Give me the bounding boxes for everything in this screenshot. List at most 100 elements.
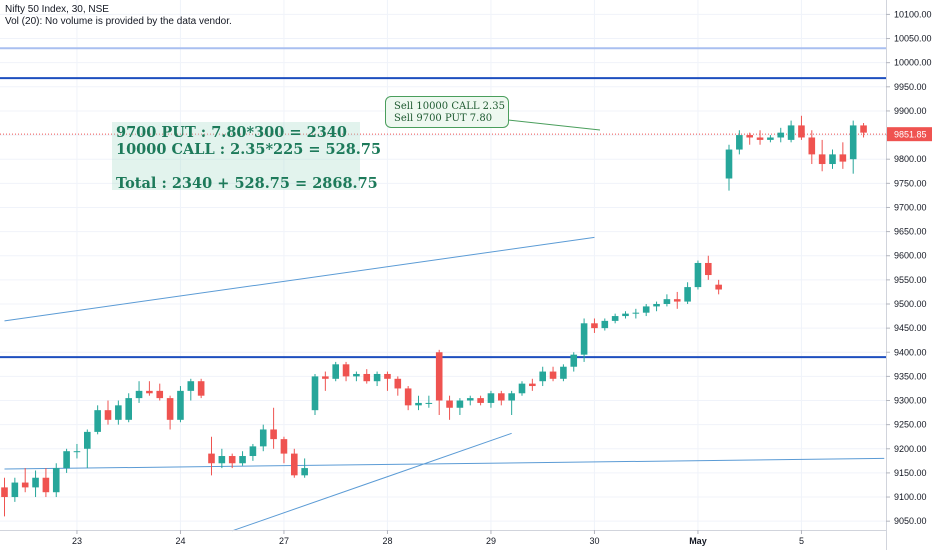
candle-body[interactable] bbox=[301, 468, 308, 476]
candle-body[interactable] bbox=[715, 284, 722, 290]
candle-body[interactable] bbox=[549, 371, 557, 379]
candle-body[interactable] bbox=[373, 373, 381, 382]
candle-body[interactable] bbox=[353, 373, 360, 377]
y-tick-label: 9300.00 bbox=[894, 396, 927, 406]
trend-line[interactable] bbox=[232, 432, 512, 532]
y-tick-label: 10050.00 bbox=[894, 34, 932, 44]
candle-body[interactable] bbox=[11, 482, 19, 498]
candle-body[interactable] bbox=[798, 125, 805, 138]
candle-body[interactable] bbox=[849, 125, 857, 160]
candle-body[interactable] bbox=[642, 306, 650, 313]
candle-body[interactable] bbox=[839, 154, 847, 162]
candle-body[interactable] bbox=[705, 262, 712, 276]
candle-body[interactable] bbox=[498, 393, 505, 401]
candle-body[interactable] bbox=[653, 303, 660, 307]
candle-body[interactable] bbox=[84, 431, 91, 449]
candle-body[interactable] bbox=[228, 456, 236, 464]
candle-body[interactable] bbox=[591, 323, 598, 329]
trade-callout[interactable]: Sell 10000 CALL 2.35 Sell 9700 PUT 7.80 bbox=[385, 96, 509, 128]
candle-body[interactable] bbox=[694, 262, 702, 288]
candle-body[interactable] bbox=[601, 320, 609, 329]
candle-body[interactable] bbox=[777, 132, 785, 138]
candle-body[interactable] bbox=[166, 398, 174, 420]
candle-body[interactable] bbox=[560, 366, 567, 379]
candle-body[interactable] bbox=[673, 299, 681, 302]
candle-body[interactable] bbox=[860, 125, 867, 133]
candle-body[interactable] bbox=[539, 371, 546, 382]
candle-body[interactable] bbox=[94, 410, 101, 432]
candle-body[interactable] bbox=[249, 446, 257, 457]
candle-body[interactable] bbox=[725, 149, 733, 179]
candle-body[interactable] bbox=[363, 373, 371, 382]
candle-body[interactable] bbox=[487, 393, 495, 403]
candle-body[interactable] bbox=[239, 456, 246, 464]
candle-body[interactable] bbox=[342, 364, 350, 377]
candle-body[interactable] bbox=[477, 398, 484, 403]
candle-body[interactable] bbox=[808, 137, 816, 155]
trend-line[interactable] bbox=[4, 457, 885, 470]
candle-body[interactable] bbox=[384, 373, 391, 379]
y-tick-label: 9450.00 bbox=[894, 323, 927, 333]
candle-body[interactable] bbox=[829, 154, 836, 165]
chart-title: Nifty 50 Index, 30, NSE bbox=[5, 4, 109, 15]
candle-body[interactable] bbox=[663, 299, 671, 304]
candle-body[interactable] bbox=[146, 390, 153, 394]
candle-body[interactable] bbox=[518, 383, 526, 394]
candle-body[interactable] bbox=[736, 135, 743, 150]
candle-body[interactable] bbox=[177, 390, 184, 420]
candle-body[interactable] bbox=[63, 451, 70, 469]
candle-body[interactable] bbox=[425, 402, 433, 404]
candle-body[interactable] bbox=[311, 376, 319, 411]
candle-body[interactable] bbox=[270, 429, 277, 440]
candle-body[interactable] bbox=[446, 400, 453, 408]
candle-body[interactable] bbox=[756, 137, 764, 140]
premium-calculation-note[interactable]: 9700 PUT : 7.80*300 = 2340 10000 CALL : … bbox=[112, 122, 381, 192]
candle-body[interactable] bbox=[42, 477, 50, 493]
candle-body[interactable] bbox=[52, 468, 60, 493]
volume-note: Vol (20): No volume is provided by the d… bbox=[5, 16, 232, 27]
candle-body[interactable] bbox=[611, 316, 619, 321]
candle-body[interactable] bbox=[435, 352, 443, 401]
candle-body[interactable] bbox=[32, 477, 39, 488]
candle-body[interactable] bbox=[394, 378, 402, 389]
candle-body[interactable] bbox=[1, 487, 8, 498]
candle-body[interactable] bbox=[332, 364, 339, 379]
candle-body[interactable] bbox=[208, 453, 215, 464]
trend-line[interactable] bbox=[4, 236, 595, 322]
candle-body[interactable] bbox=[73, 451, 81, 453]
candle-body[interactable] bbox=[218, 456, 226, 464]
candle-body[interactable] bbox=[415, 402, 422, 406]
candle-body[interactable] bbox=[632, 312, 640, 314]
candle-body[interactable] bbox=[508, 393, 515, 401]
candle-body[interactable] bbox=[684, 287, 691, 302]
candle-body[interactable] bbox=[156, 390, 164, 399]
candle-body[interactable] bbox=[21, 482, 29, 488]
candle-body[interactable] bbox=[580, 323, 588, 355]
candle-body[interactable] bbox=[529, 383, 536, 387]
candle-body[interactable] bbox=[767, 137, 774, 140]
candle-body[interactable] bbox=[570, 354, 578, 367]
candle-body[interactable] bbox=[259, 429, 267, 447]
candle-body[interactable] bbox=[291, 453, 298, 476]
candle-body[interactable] bbox=[125, 398, 132, 420]
candle-body[interactable] bbox=[322, 376, 329, 379]
candle-body[interactable] bbox=[746, 135, 753, 138]
y-tick-label: 9550.00 bbox=[894, 275, 927, 285]
y-tick-label: 10000.00 bbox=[894, 58, 932, 68]
candle-body[interactable] bbox=[197, 381, 205, 396]
candle-body[interactable] bbox=[280, 439, 288, 454]
candle-body[interactable] bbox=[818, 154, 826, 165]
candle-body[interactable] bbox=[404, 388, 412, 406]
y-tick-label: 9400.00 bbox=[894, 347, 927, 357]
candle-body[interactable] bbox=[187, 381, 195, 391]
candle-body[interactable] bbox=[622, 313, 629, 317]
x-tick-label: 23 bbox=[72, 536, 82, 546]
candle-body[interactable] bbox=[115, 405, 122, 420]
candle-body[interactable] bbox=[104, 410, 112, 420]
candle-body[interactable] bbox=[787, 125, 795, 140]
candle-body[interactable] bbox=[456, 400, 464, 408]
candle-body[interactable] bbox=[135, 390, 143, 399]
current-price-label: 9851.85 bbox=[894, 130, 927, 140]
candle-body[interactable] bbox=[466, 398, 474, 401]
